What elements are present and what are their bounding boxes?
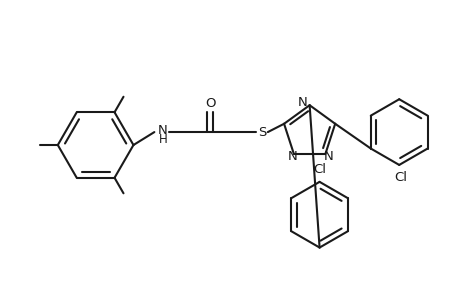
Text: N: N <box>157 124 167 136</box>
Text: N: N <box>287 150 297 163</box>
Text: Cl: Cl <box>394 171 407 184</box>
Text: N: N <box>323 150 333 163</box>
Text: Cl: Cl <box>313 164 325 176</box>
Text: N: N <box>297 96 307 109</box>
Text: S: S <box>257 126 265 139</box>
Text: H: H <box>159 133 168 146</box>
Text: O: O <box>204 97 215 110</box>
